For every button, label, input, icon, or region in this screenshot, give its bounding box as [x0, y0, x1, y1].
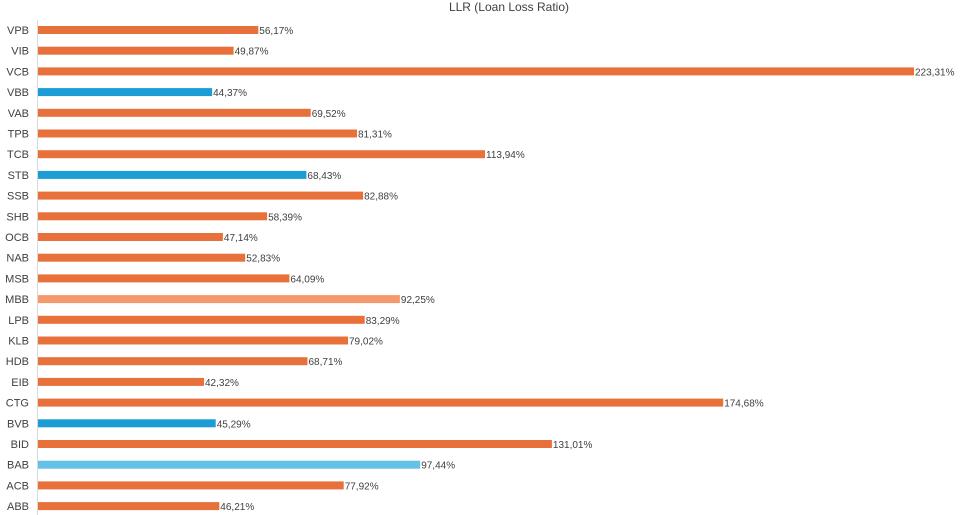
category-label-ssb: SSB	[7, 191, 29, 203]
bar-abb	[38, 502, 220, 511]
bar-bvb	[38, 419, 216, 428]
data-label-vcb: 223,31%	[915, 67, 955, 78]
bar-lpb	[38, 315, 365, 324]
bar-vcb	[38, 67, 914, 76]
category-label-tpb: TPB	[8, 129, 29, 141]
bar-ssb	[38, 191, 364, 200]
data-label-abb: 46,21%	[220, 502, 254, 513]
category-label-mbb: MBB	[5, 294, 29, 306]
bar-hdb	[38, 357, 308, 366]
data-label-acb: 77,92%	[345, 481, 379, 492]
data-label-shb: 58,39%	[268, 212, 302, 223]
bar-shb	[38, 212, 268, 221]
data-label-tcb: 113,94%	[486, 150, 525, 161]
category-label-nab: NAB	[6, 253, 29, 265]
category-label-klb: KLB	[8, 336, 29, 348]
category-label-msb: MSB	[5, 273, 29, 285]
category-label-ctg: CTG	[6, 398, 29, 410]
data-label-hdb: 68,71%	[309, 357, 343, 368]
data-label-vpb: 56,17%	[259, 26, 293, 37]
bar-vpb	[38, 26, 259, 34]
bar-mbb	[38, 295, 400, 304]
data-label-bab: 97,44%	[421, 461, 455, 472]
bar-vib	[38, 46, 234, 55]
data-label-vab: 69,52%	[312, 109, 346, 120]
data-label-bvb: 45,29%	[217, 419, 251, 430]
category-label-bab: BAB	[7, 460, 29, 472]
category-label-bvb: BVB	[7, 418, 29, 430]
bar-eib	[38, 377, 204, 386]
bar-acb	[38, 481, 344, 490]
bar-msb	[38, 274, 290, 283]
bar-ctg	[38, 398, 724, 407]
data-label-nab: 52,83%	[246, 254, 280, 265]
bar-vab	[38, 108, 311, 117]
data-label-klb: 79,02%	[349, 337, 383, 348]
category-label-abb: ABB	[7, 501, 29, 513]
data-label-stb: 68,43%	[307, 171, 341, 182]
bar-tcb	[38, 150, 485, 159]
category-label-vab: VAB	[8, 108, 29, 120]
data-label-ctg: 174,68%	[724, 399, 764, 410]
category-label-vbb: VBB	[7, 87, 29, 99]
category-label-lpb: LPB	[8, 315, 29, 327]
category-label-vib: VIB	[11, 46, 29, 58]
data-label-vib: 49,87%	[235, 47, 269, 58]
data-label-msb: 64,09%	[290, 274, 324, 285]
data-label-bid: 131,01%	[553, 440, 593, 451]
data-label-mbb: 92,25%	[401, 295, 435, 306]
category-label-vcb: VCB	[6, 66, 29, 78]
category-label-tcb: TCB	[7, 149, 29, 161]
category-label-stb: STB	[8, 170, 29, 182]
bar-ocb	[38, 233, 223, 241]
bar-bid	[38, 440, 552, 448]
bar-stb	[38, 170, 307, 179]
data-label-vbb: 44,37%	[213, 88, 247, 99]
data-label-ssb: 82,88%	[364, 192, 398, 203]
category-label-acb: ACB	[6, 480, 29, 492]
bar-nab	[38, 253, 246, 262]
chart-title: LLR (Loan Loss Ratio)	[449, 0, 569, 14]
category-label-hdb: HDB	[6, 356, 29, 368]
data-label-ocb: 47,14%	[224, 233, 258, 244]
category-label-bid: BID	[11, 439, 29, 451]
bar-klb	[38, 336, 348, 345]
category-label-eib: EIB	[11, 377, 29, 389]
data-label-lpb: 83,29%	[366, 316, 400, 327]
bar-bab	[38, 460, 421, 469]
category-label-vpb: VPB	[7, 25, 29, 37]
data-label-eib: 42,32%	[205, 378, 239, 389]
data-label-tpb: 81,31%	[358, 130, 392, 141]
bar-tpb	[38, 129, 357, 138]
bar-vbb	[38, 88, 213, 97]
category-label-shb: SHB	[6, 211, 29, 223]
category-label-ocb: OCB	[5, 232, 29, 244]
